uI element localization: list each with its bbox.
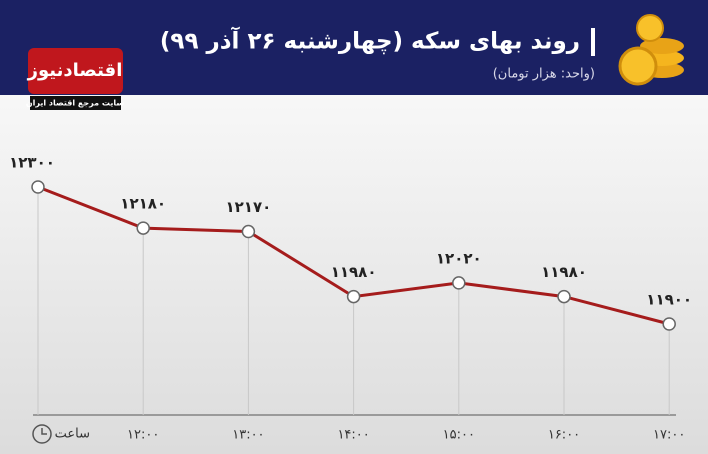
x-tick-label: ۱۳:۰۰ xyxy=(232,428,264,443)
point xyxy=(31,180,45,194)
point xyxy=(557,289,571,304)
x-tick-label: ۱۴:۰۰ xyxy=(337,428,369,443)
clock-icon xyxy=(32,424,52,444)
x-tick-label: ۱۶:۰۰ xyxy=(548,428,580,443)
point xyxy=(136,221,150,235)
value-label: ۱۲۳۰۰ xyxy=(9,154,55,172)
value-label: ۱۱۹۰۰ xyxy=(646,291,692,309)
value-label: ۱۲۱۷۰ xyxy=(226,198,272,216)
title-bar xyxy=(591,28,595,56)
point xyxy=(346,289,361,304)
value-label: ۱۲۱۸۰ xyxy=(120,195,166,213)
chart-title: روند بهای سکه (چهارشنبه ۲۶ آذر ۹۹) xyxy=(160,26,580,55)
value-label: ۱۲۰۲۰ xyxy=(436,249,482,267)
value-label: ۱۱۹۸۰ xyxy=(331,263,377,281)
x-axis-label: ساعت xyxy=(55,427,90,442)
logo xyxy=(28,48,123,94)
coin-icon xyxy=(618,14,684,86)
logo-text: اقتصادنیوز xyxy=(27,60,123,81)
point xyxy=(662,317,676,331)
logo-strip xyxy=(30,96,121,110)
x-tick-label: ۱۲:۰۰ xyxy=(127,428,159,443)
x-tick-label: ۱۵:۰۰ xyxy=(443,428,475,443)
value-label: ۱۱۹۸۰ xyxy=(541,263,587,281)
chart-subtitle: (واحد: هزار تومان) xyxy=(493,67,595,82)
x-tick-label: ۱۷:۰۰ xyxy=(653,428,685,443)
clock-hands xyxy=(41,428,47,435)
logo-tagline: سایت مرجع اقتصاد ایران xyxy=(26,99,125,108)
point xyxy=(452,276,466,290)
point xyxy=(241,224,256,239)
